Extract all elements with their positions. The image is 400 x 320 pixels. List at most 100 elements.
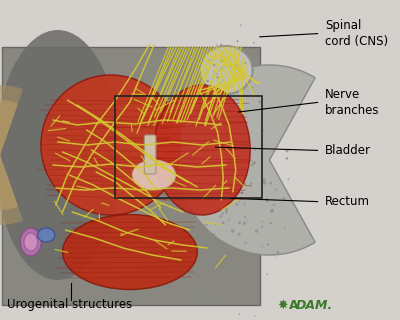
- Ellipse shape: [247, 264, 249, 266]
- Ellipse shape: [214, 249, 217, 252]
- Ellipse shape: [216, 44, 218, 46]
- Ellipse shape: [204, 126, 206, 128]
- Ellipse shape: [234, 64, 236, 65]
- Ellipse shape: [228, 45, 229, 46]
- Ellipse shape: [270, 222, 272, 224]
- Ellipse shape: [228, 219, 229, 221]
- Ellipse shape: [178, 199, 180, 201]
- Ellipse shape: [244, 95, 246, 96]
- Ellipse shape: [206, 80, 209, 82]
- Ellipse shape: [211, 174, 214, 178]
- Ellipse shape: [224, 65, 225, 66]
- Ellipse shape: [265, 198, 268, 201]
- Ellipse shape: [233, 77, 235, 80]
- Text: Spinal
cord (CNS): Spinal cord (CNS): [325, 19, 388, 48]
- Ellipse shape: [237, 67, 239, 68]
- Ellipse shape: [192, 181, 194, 182]
- Ellipse shape: [183, 155, 186, 157]
- Ellipse shape: [200, 233, 202, 234]
- Ellipse shape: [214, 223, 216, 226]
- Ellipse shape: [236, 254, 237, 256]
- Ellipse shape: [220, 268, 222, 271]
- Ellipse shape: [269, 182, 272, 184]
- Text: Urogenital structures: Urogenital structures: [7, 298, 132, 311]
- Ellipse shape: [217, 92, 220, 95]
- Ellipse shape: [190, 255, 194, 258]
- Text: DAM.: DAM.: [296, 299, 333, 312]
- Ellipse shape: [205, 224, 208, 226]
- Ellipse shape: [202, 257, 205, 260]
- Ellipse shape: [178, 200, 180, 203]
- Ellipse shape: [251, 87, 253, 89]
- Ellipse shape: [198, 54, 200, 56]
- Ellipse shape: [222, 56, 224, 58]
- Ellipse shape: [237, 80, 238, 81]
- Ellipse shape: [218, 137, 221, 140]
- Ellipse shape: [245, 242, 247, 244]
- Ellipse shape: [253, 42, 255, 44]
- Ellipse shape: [24, 233, 38, 251]
- Ellipse shape: [226, 182, 228, 184]
- Ellipse shape: [208, 232, 209, 233]
- Ellipse shape: [210, 90, 211, 92]
- Ellipse shape: [224, 252, 226, 254]
- Ellipse shape: [187, 218, 189, 220]
- Ellipse shape: [211, 180, 213, 181]
- Ellipse shape: [204, 212, 207, 215]
- Ellipse shape: [169, 95, 172, 99]
- Ellipse shape: [132, 160, 176, 190]
- Ellipse shape: [222, 135, 225, 138]
- Wedge shape: [0, 85, 23, 225]
- Ellipse shape: [231, 229, 234, 233]
- Ellipse shape: [270, 209, 273, 213]
- Ellipse shape: [201, 168, 203, 171]
- Ellipse shape: [241, 77, 242, 78]
- Ellipse shape: [220, 200, 221, 201]
- Ellipse shape: [238, 221, 241, 224]
- Ellipse shape: [212, 233, 215, 236]
- Ellipse shape: [187, 156, 189, 158]
- Ellipse shape: [220, 215, 222, 218]
- Ellipse shape: [154, 85, 250, 215]
- Ellipse shape: [222, 180, 223, 182]
- Ellipse shape: [238, 172, 240, 173]
- Ellipse shape: [223, 186, 225, 188]
- Ellipse shape: [282, 197, 285, 200]
- Ellipse shape: [239, 201, 240, 203]
- Ellipse shape: [223, 197, 225, 199]
- Text: A: A: [289, 299, 298, 312]
- Ellipse shape: [220, 199, 223, 202]
- Ellipse shape: [230, 66, 232, 68]
- Ellipse shape: [255, 229, 258, 233]
- Ellipse shape: [244, 203, 246, 205]
- Ellipse shape: [62, 214, 197, 290]
- Ellipse shape: [238, 190, 240, 192]
- Ellipse shape: [196, 297, 197, 298]
- Ellipse shape: [223, 62, 224, 63]
- Wedge shape: [178, 65, 315, 255]
- Ellipse shape: [222, 212, 224, 214]
- Ellipse shape: [191, 212, 194, 215]
- Ellipse shape: [258, 56, 260, 58]
- Ellipse shape: [261, 221, 263, 222]
- Ellipse shape: [217, 242, 219, 244]
- Ellipse shape: [225, 210, 228, 213]
- Ellipse shape: [197, 199, 198, 200]
- Ellipse shape: [286, 157, 288, 160]
- Ellipse shape: [216, 98, 217, 99]
- Ellipse shape: [240, 25, 242, 26]
- Ellipse shape: [242, 80, 243, 81]
- Ellipse shape: [190, 175, 192, 178]
- Ellipse shape: [177, 172, 180, 174]
- Ellipse shape: [222, 258, 224, 260]
- Ellipse shape: [241, 174, 242, 175]
- Ellipse shape: [240, 184, 242, 185]
- Ellipse shape: [165, 169, 167, 171]
- Ellipse shape: [225, 269, 228, 272]
- Ellipse shape: [38, 228, 55, 242]
- Ellipse shape: [238, 71, 239, 72]
- Ellipse shape: [215, 153, 218, 156]
- Ellipse shape: [223, 153, 226, 156]
- Ellipse shape: [225, 268, 228, 270]
- Ellipse shape: [249, 185, 250, 186]
